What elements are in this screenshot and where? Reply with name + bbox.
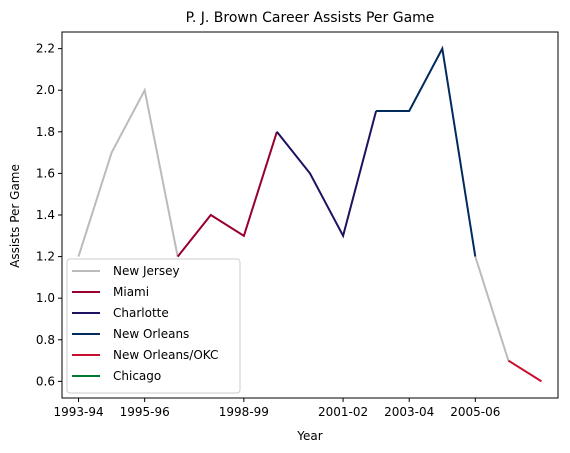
y-tick-label: 0.8	[36, 333, 55, 347]
y-tick-label: 2.0	[36, 83, 55, 97]
y-tick-label: 2.2	[36, 42, 55, 56]
x-tick-label: 1993-94	[53, 405, 103, 419]
series-line-new-jersey	[475, 257, 508, 361]
legend-label: Charlotte	[113, 306, 169, 320]
x-axis-label: Year	[296, 429, 322, 443]
legend-label: New Orleans/OKC	[113, 348, 218, 362]
x-tick-label: 2005-06	[450, 405, 500, 419]
series-line-miami	[178, 132, 277, 257]
y-tick-label: 1.0	[36, 291, 55, 305]
series-line-new-orleans-okc	[508, 361, 541, 382]
y-tick-label: 1.6	[36, 166, 55, 180]
x-axis-ticks: 1993-94 1995-96 1998-99 2001-02 2003-04 2005-…	[53, 398, 500, 419]
x-tick-label: 1995-96	[120, 405, 170, 419]
legend-label: Miami	[113, 285, 149, 299]
series-line-new-jersey	[79, 90, 178, 256]
series-line-charlotte	[277, 111, 376, 236]
series-line-new-orleans	[376, 49, 475, 257]
y-axis-ticks: 0.6 0.8 1.0 1.2 1.4 1.6 1.8 2.0 2.2	[36, 42, 62, 389]
y-axis-label: Assists Per Game	[8, 164, 22, 268]
y-tick-label: 1.4	[36, 208, 55, 222]
legend-label: New Orleans	[113, 327, 189, 341]
legend-label: Chicago	[113, 369, 161, 383]
legend-label: New Jersey	[113, 264, 180, 278]
legend: New Jersey Miami Charlotte New Orleans New O…	[67, 259, 240, 393]
y-tick-label: 1.2	[36, 250, 55, 264]
y-tick-label: 0.6	[36, 374, 55, 388]
chart-title: P. J. Brown Career Assists Per Game	[186, 10, 435, 26]
x-tick-label: 2001-02	[318, 405, 368, 419]
x-tick-label: 1998-99	[219, 405, 269, 419]
x-tick-label: 2003-04	[384, 405, 434, 419]
y-tick-label: 1.8	[36, 125, 55, 139]
